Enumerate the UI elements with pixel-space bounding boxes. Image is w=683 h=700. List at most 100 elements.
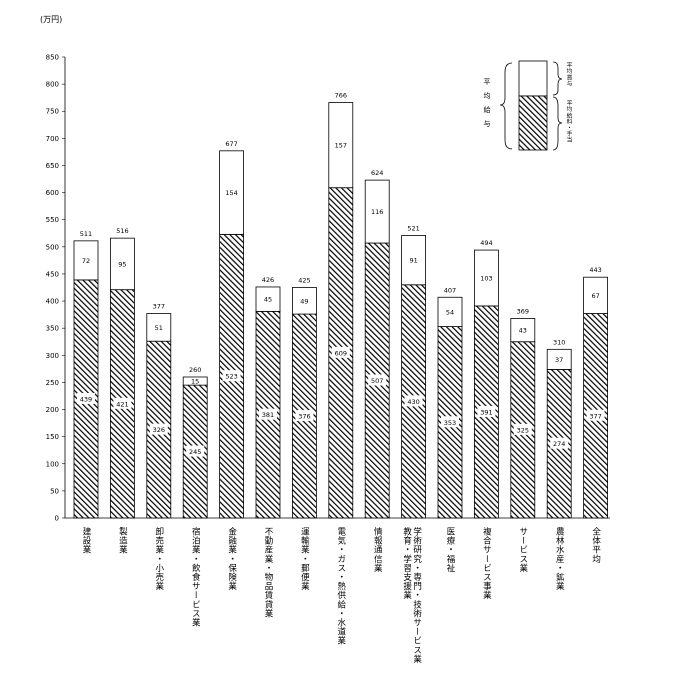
data-label-bonus: 116 <box>371 208 383 216</box>
x-tick-label: 情報通信業 <box>372 526 382 572</box>
y-tick-label: 800 <box>46 81 59 89</box>
data-label-bonus: 45 <box>264 296 272 304</box>
data-label-salary: 326 <box>153 426 165 434</box>
bar-segment-bonus <box>73 240 99 281</box>
data-label-bonus: 157 <box>335 142 347 150</box>
data-label-bonus: 103 <box>480 275 492 283</box>
bar-segment-bonus <box>364 179 390 244</box>
legend-label-salary: 平均給料・手当 <box>565 100 572 144</box>
y-tick-label: 650 <box>46 162 59 170</box>
y-tick-label: 500 <box>46 243 59 251</box>
bar-segment-bonus <box>328 102 354 189</box>
data-label-bonus: 91 <box>409 257 417 265</box>
x-tick-label: 電気・ガス・熱供給・水道業 <box>336 527 346 646</box>
y-tick-label: 600 <box>46 189 59 197</box>
data-label-salary: 391 <box>480 408 492 416</box>
data-label-box <box>477 405 496 417</box>
data-label-bonus: 15 <box>191 378 199 386</box>
bar-segment-bonus <box>291 287 317 315</box>
data-label-bonus: 37 <box>555 356 563 364</box>
data-label-box <box>404 395 423 407</box>
x-tick-label: 不動産業・物品賃貸業 <box>263 527 273 618</box>
data-label-salary: 523 <box>225 373 237 381</box>
x-tick-label: 金融業・保険業 <box>227 526 237 591</box>
data-label-bonus: 49 <box>300 297 308 305</box>
data-label-salary: 381 <box>262 411 274 419</box>
bar-segment-bonus <box>401 235 427 286</box>
bar-segment-bonus <box>219 150 245 235</box>
y-tick-label: 350 <box>46 325 59 333</box>
y-tick-label: 100 <box>46 460 59 468</box>
bars: 439 72 511 421 95 516 326 51 377 245 15 260 523 154 67… <box>73 92 608 519</box>
bar-segment-bonus <box>510 318 536 343</box>
data-label-box <box>331 346 350 358</box>
legend-group-label: 平均給与 <box>483 78 491 134</box>
data-label-total: 443 <box>589 266 601 274</box>
data-label-box <box>259 408 277 420</box>
legend-swatch-salary <box>518 95 548 151</box>
data-label-box <box>550 437 569 449</box>
data-label-box <box>77 392 95 404</box>
x-tick-label: 運輸業・郵便業 <box>299 527 309 591</box>
legend-swatch-bonus <box>518 60 548 97</box>
y-tick-label: 750 <box>46 108 59 116</box>
x-tick-label: 宿泊業・飲食サービス業 <box>190 526 200 627</box>
y-tick-label: 50 <box>50 487 59 495</box>
x-tick-label: 全体平均 <box>591 526 601 563</box>
y-tick-label: 400 <box>46 298 59 306</box>
legend-brace-left <box>499 62 513 150</box>
data-label-box <box>295 410 314 422</box>
data-label-salary: 274 <box>553 440 565 448</box>
data-label-salary: 325 <box>517 426 529 434</box>
data-label-total: 369 <box>517 307 529 315</box>
data-label-total: 624 <box>371 169 383 177</box>
y-tick-label: 300 <box>46 352 59 360</box>
data-label-bonus: 67 <box>591 292 599 300</box>
y-tick-label: 700 <box>46 135 59 143</box>
data-label-salary: 245 <box>189 448 201 456</box>
data-label-box <box>368 374 387 386</box>
bar-segment-bonus <box>110 237 135 291</box>
legend-brace-bonus <box>552 61 563 96</box>
data-label-salary: 377 <box>589 412 601 420</box>
data-label-bonus: 51 <box>155 324 163 332</box>
bar-segment-bonus <box>437 296 463 327</box>
bar-segment-bonus <box>146 313 172 342</box>
data-label-total: 521 <box>407 224 419 232</box>
bar-segment-bonus <box>473 249 499 307</box>
y-tick-label: 200 <box>46 406 59 414</box>
unit-label: (万円) <box>40 15 62 24</box>
data-label-salary: 439 <box>80 395 92 403</box>
x-tick-label: 学術研究・専門・技術サービス業 <box>412 526 422 663</box>
data-label-total: 260 <box>189 366 201 374</box>
data-label-box <box>513 423 532 435</box>
x-tick-label: 教育・学習支援業 <box>402 526 412 600</box>
x-tick-label: 製造業 <box>117 526 127 554</box>
data-label-salary: 430 <box>407 398 419 406</box>
y-tick-label: 450 <box>46 270 59 278</box>
data-label-box <box>186 445 205 457</box>
data-label-bonus: 43 <box>519 327 527 335</box>
data-label-total: 425 <box>298 277 310 285</box>
data-label-box <box>222 370 241 382</box>
x-axis-labels: 建設業 製造業 卸売業・小売業 宿泊業・飲食サービス業 金融業・保険業 不動産業・物品賃貸… <box>81 526 601 663</box>
data-label-total: 516 <box>116 227 128 235</box>
x-tick-label: 複合サービス事業 <box>481 526 491 600</box>
data-label-box <box>113 397 132 409</box>
x-tick-label: サービス業 <box>518 527 528 573</box>
y-tick-label: 250 <box>46 379 59 387</box>
data-label-box <box>586 409 605 421</box>
x-tick-label: 卸売業・小売業 <box>154 526 164 591</box>
data-label-box <box>149 423 168 435</box>
y-tick-label: 550 <box>46 216 59 224</box>
x-tick-label: 農林水産・鉱業 <box>554 526 564 591</box>
y-tick-label: 150 <box>46 433 59 441</box>
data-label-salary: 609 <box>335 349 347 357</box>
data-label-salary: 507 <box>371 377 383 385</box>
data-label-total: 310 <box>553 338 565 346</box>
data-label-total: 377 <box>153 303 165 311</box>
bar-segment-bonus <box>546 348 572 370</box>
data-label-total: 511 <box>80 230 92 238</box>
legend-brace-salary <box>552 96 563 151</box>
